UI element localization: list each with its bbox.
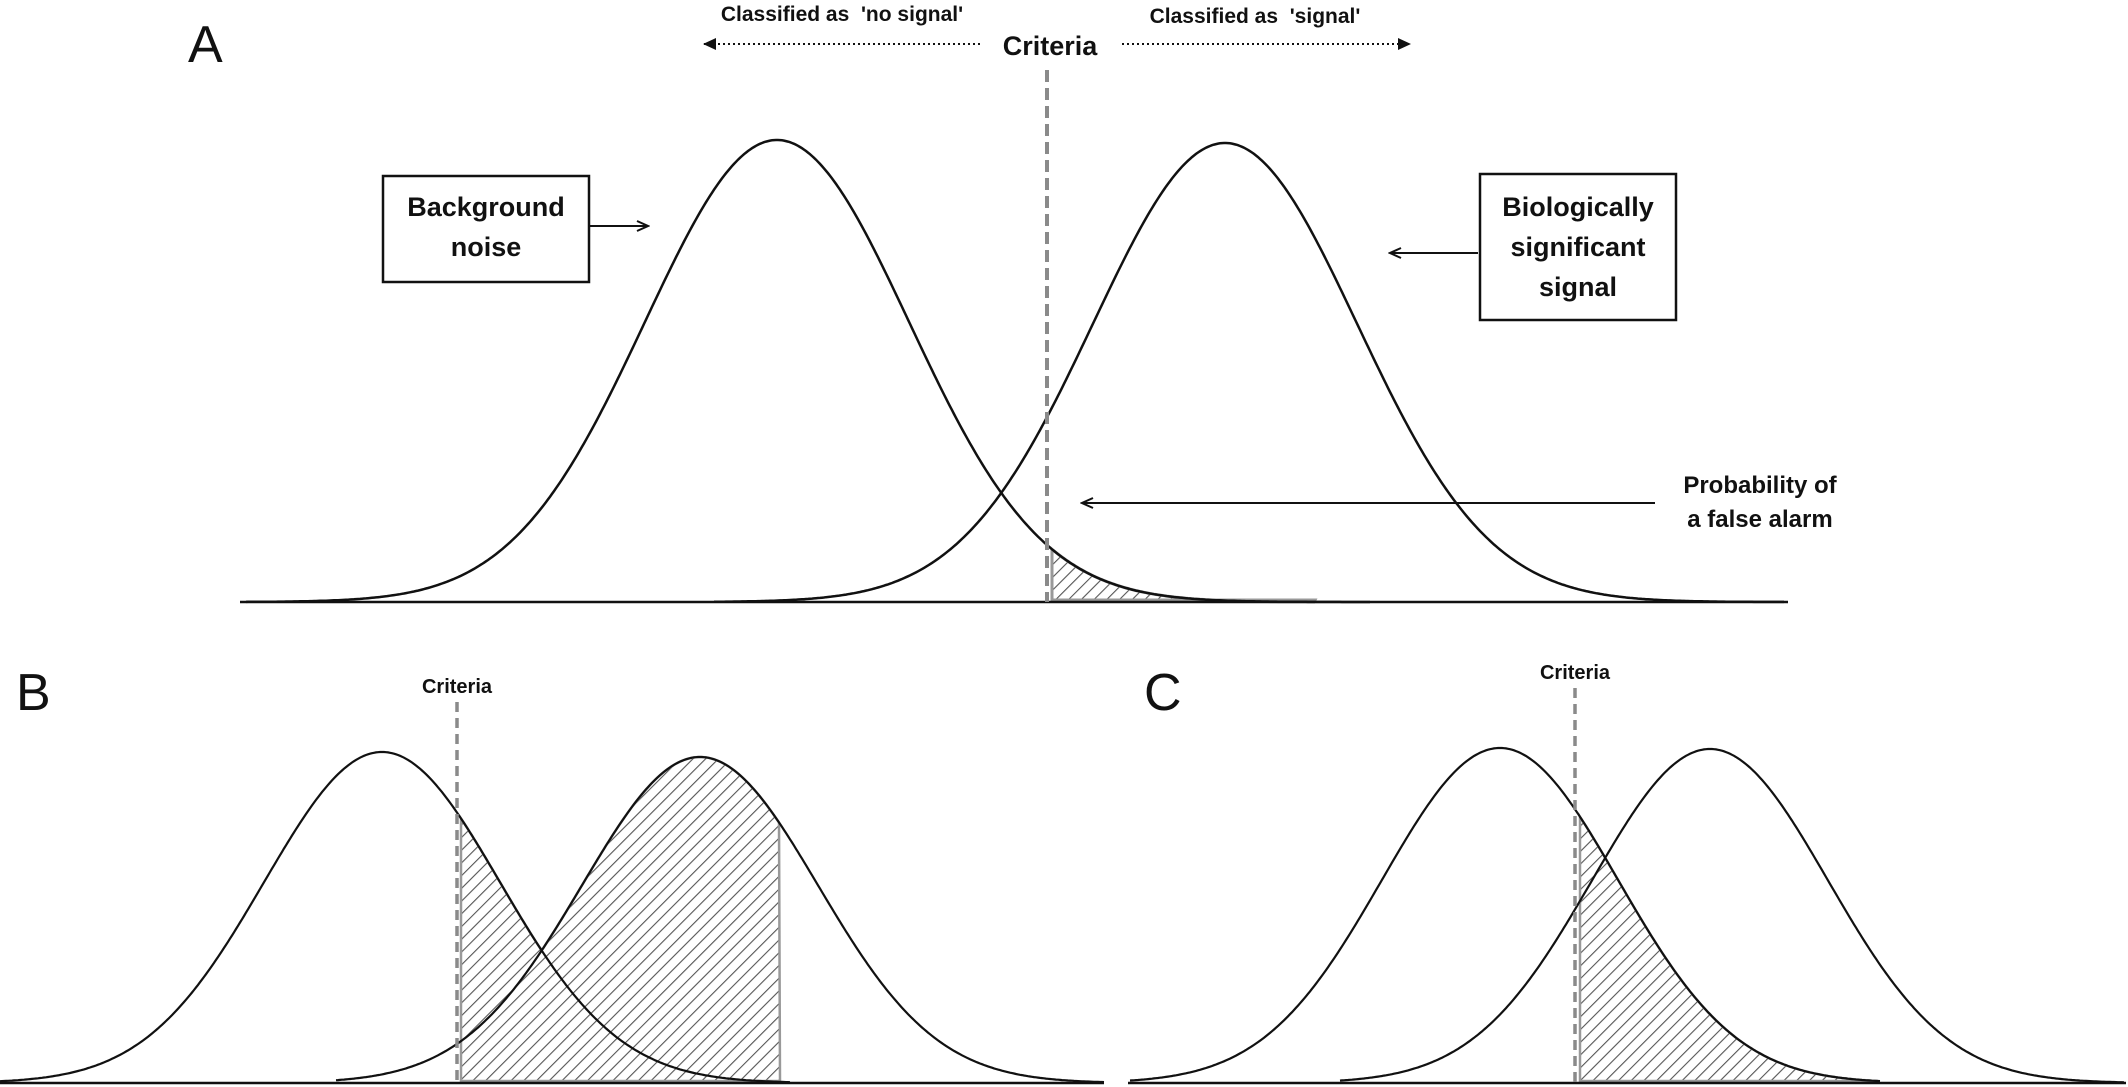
panel-a-false-alarm-label-line2: a false alarm xyxy=(1687,506,1832,533)
panel-b-criteria-label: Criteria xyxy=(422,676,493,698)
panel-a-false-alarm-label-line1: Probability of xyxy=(1683,472,1837,499)
panel-a-noise-label-line1: Background xyxy=(407,192,565,222)
panel-a-noise-distribution xyxy=(245,138,1370,604)
panel-a: A Criteria Classified as 'no signal' Cla… xyxy=(188,3,1838,604)
panel-c-criteria-label: Criteria xyxy=(1540,662,1611,684)
panel-a-no-signal-label: Classified as 'no signal' xyxy=(721,3,963,26)
panel-b-overlap-area xyxy=(459,755,782,1083)
panel-a-signal-label-line3: signal xyxy=(1539,272,1617,302)
panel-b-signal-distribution xyxy=(335,755,1105,1084)
panel-c-letter: C xyxy=(1144,664,1182,722)
panel-a-signal-label-line1: Biologically xyxy=(1502,192,1654,222)
panel-b-noise-distribution xyxy=(0,750,791,1084)
panel-a-signal-label-box xyxy=(1478,172,1678,322)
panel-a-noise-label-line2: noise xyxy=(451,232,522,262)
panel-a-criteria-label: Criteria xyxy=(1003,31,1099,61)
panel-c-noise-distribution xyxy=(1129,746,1881,1083)
panel-a-signal-label-line2: significant xyxy=(1510,232,1645,262)
panel-a-letter: A xyxy=(188,16,223,74)
panel-b-letter: B xyxy=(16,664,51,722)
panel-c-signal-distribution xyxy=(1339,747,2125,1084)
panel-b: B Criteria xyxy=(0,664,1105,1085)
panel-a-signal-distribution xyxy=(714,141,1784,604)
panel-a-noise-label-box xyxy=(381,174,591,284)
panel-a-signal-label: Classified as 'signal' xyxy=(1150,5,1361,28)
panel-c-overlap-area xyxy=(1578,812,1879,1083)
panel-c: C Criteria xyxy=(1128,662,2126,1085)
